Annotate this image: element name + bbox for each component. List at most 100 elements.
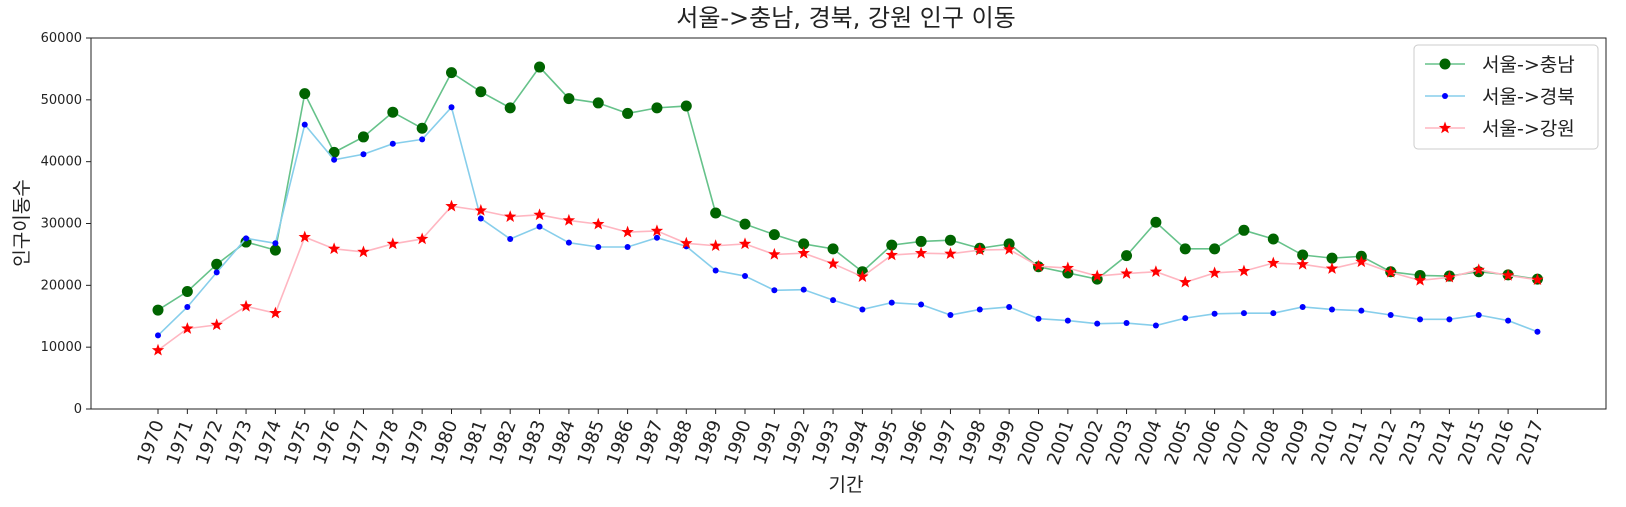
data-point [595, 243, 602, 250]
data-point [327, 242, 341, 255]
data-point [1182, 315, 1189, 322]
series-gangwon [151, 199, 1544, 356]
data-point [1326, 252, 1338, 264]
data-point [885, 248, 898, 261]
data-point [386, 237, 399, 250]
data-point [622, 107, 634, 119]
chart-title: 서울->충남, 경북, 강원 인구 이동 [676, 4, 1016, 32]
data-point [914, 246, 928, 259]
data-point [357, 131, 369, 143]
data-point [474, 204, 488, 216]
data-point [742, 273, 748, 280]
data-point [504, 102, 516, 114]
data-point [1325, 262, 1339, 274]
data-point [181, 322, 194, 334]
data-point [534, 61, 546, 73]
data-point [477, 215, 484, 222]
data-point [475, 86, 487, 98]
data-point [239, 299, 253, 312]
data-point [563, 93, 575, 105]
data-point [269, 306, 282, 319]
y-tick-label: 50000 [41, 93, 82, 108]
data-point [739, 218, 751, 230]
x-axis: 1970197119721973197419751976197719781979… [133, 409, 1548, 468]
data-point [155, 332, 161, 339]
data-point [1179, 243, 1191, 255]
data-point [944, 234, 956, 246]
data-point [888, 299, 895, 306]
data-point [947, 312, 954, 319]
data-point [1531, 273, 1544, 286]
data-point [1355, 255, 1368, 268]
data-point [680, 236, 693, 249]
data-point [1240, 310, 1247, 317]
data-point [1035, 315, 1042, 322]
y-tick-label: 0 [74, 402, 82, 417]
data-point [592, 217, 605, 230]
data-point [653, 234, 660, 241]
legend-label-gyeongbuk: 서울->경북 [1482, 86, 1575, 108]
data-point [797, 246, 810, 259]
data-point [1208, 266, 1221, 279]
data-point [592, 97, 604, 109]
data-point [533, 208, 546, 221]
data-point [210, 318, 223, 331]
data-point [213, 269, 220, 276]
data-point [446, 67, 457, 79]
data-point [536, 223, 543, 230]
y-axis-label: 인구이동수 [11, 179, 33, 266]
data-point [272, 240, 279, 247]
data-point [1121, 250, 1133, 262]
plot-area [90, 37, 1607, 410]
data-point [152, 304, 164, 316]
data-point [1032, 259, 1045, 272]
data-point [1149, 265, 1163, 277]
data-point [1534, 328, 1541, 335]
legend-label-chungnam: 서울->충남 [1482, 54, 1575, 76]
data-point [415, 232, 429, 245]
series-layer [151, 61, 1544, 356]
data-point [886, 239, 898, 251]
data-point [1475, 312, 1482, 319]
data-point [1150, 216, 1162, 228]
series-line-gyeongbuk [157, 105, 1538, 336]
data-point [360, 151, 367, 158]
data-point [1209, 243, 1221, 255]
data-point [1002, 242, 1016, 255]
legend-marker-gangwon [1438, 121, 1452, 134]
data-point [1472, 263, 1485, 276]
data-point [387, 106, 399, 118]
data-point [1270, 310, 1277, 317]
data-point [973, 243, 986, 256]
data-point [1120, 267, 1133, 279]
data-point [709, 239, 722, 252]
legend-label-gangwon: 서울->강원 [1482, 118, 1575, 140]
data-point [357, 245, 370, 258]
data-point [800, 286, 807, 293]
data-point [944, 247, 957, 260]
y-tick-label: 40000 [41, 155, 82, 170]
data-point [1443, 270, 1456, 283]
data-point [298, 230, 311, 243]
legend-marker-gyeongbuk [1442, 93, 1448, 99]
data-point [771, 287, 778, 294]
data-point [1505, 317, 1512, 324]
data-point [1123, 320, 1130, 327]
data-point [1006, 303, 1013, 310]
data-point [738, 237, 752, 250]
data-point [680, 100, 692, 112]
legend-marker-chungnam [1439, 58, 1451, 70]
series-line-gangwon [157, 205, 1538, 351]
data-point [269, 244, 281, 256]
legend-box [1413, 44, 1599, 150]
data-point [1094, 320, 1101, 327]
y-axis: 0 10000 20000 30000 40000 50000 60000 [41, 31, 91, 417]
data-point [1297, 249, 1309, 261]
data-point [328, 146, 340, 158]
y-tick-label: 20000 [41, 278, 82, 293]
data-point [1238, 224, 1250, 236]
data-point [243, 235, 250, 242]
x-axis-label: 기간 [829, 474, 864, 496]
data-point [181, 286, 193, 298]
